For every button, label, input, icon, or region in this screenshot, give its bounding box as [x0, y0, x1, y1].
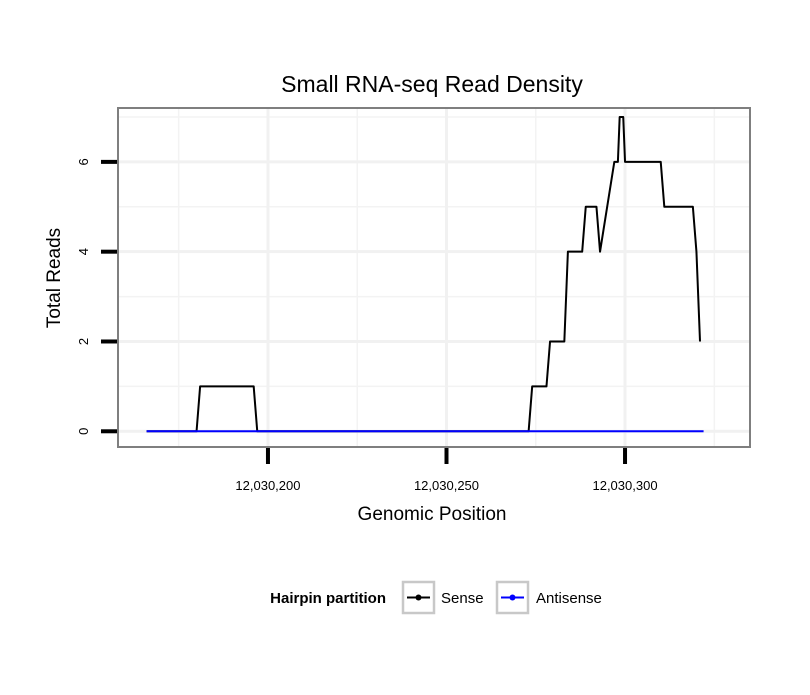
plot-panel-border: [117, 107, 751, 448]
x-tick-label: 12,030,200: [235, 478, 300, 493]
x-tick-label: 12,030,300: [592, 478, 657, 493]
x-tick-label: 12,030,250: [414, 478, 479, 493]
series-line-sense: [146, 115, 702, 433]
legend-item-sense: Sense: [401, 580, 484, 615]
legend-item-antisense: Antisense: [495, 580, 602, 615]
x-axis-title: Genomic Position: [358, 504, 507, 525]
y-tick-label: 6: [76, 158, 91, 165]
y-tick-label: 4: [76, 248, 91, 255]
grid: [118, 108, 750, 447]
series-layer: [146, 115, 704, 433]
y-axis-title: Total Reads: [44, 228, 65, 328]
legend-point-sense: [415, 594, 422, 601]
legend-label-sense: Sense: [441, 590, 484, 607]
axes: 12,030,200 12,030,250 12,030,300 0 2 4 6: [76, 158, 658, 493]
legend-title: Hairpin partition: [270, 590, 386, 607]
legend: Hairpin partition Sense Antisense: [270, 580, 602, 615]
legend-label-antisense: Antisense: [536, 590, 602, 607]
legend-point-antisense: [509, 594, 516, 601]
y-tick-label: 0: [76, 428, 91, 435]
y-tick-label: 2: [76, 338, 91, 345]
chart-title: Small RNA-seq Read Density: [281, 71, 583, 97]
